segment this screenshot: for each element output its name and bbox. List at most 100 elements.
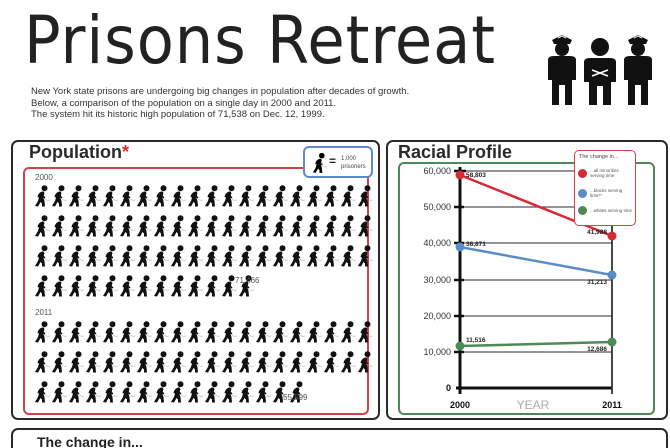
prisoner-figure-icon	[323, 245, 339, 267]
prisoner-figure-icon	[34, 321, 50, 343]
prisoner-figure-icon	[170, 275, 186, 297]
legend-item-blacks: ...blacks serving time**	[578, 188, 632, 198]
prisoner-figure-icon	[340, 321, 356, 343]
prisoner-figure-icon	[136, 215, 152, 237]
prisoner-figure-icon	[119, 275, 135, 297]
prisoner-figure-icon	[85, 185, 101, 207]
prisoner-figure-icon	[51, 351, 67, 373]
prisoner-figure-icon	[187, 185, 203, 207]
prisoner-figure-icon	[34, 381, 50, 403]
prisoner-figure-icon	[170, 321, 186, 343]
prisoner-figure-icon	[102, 321, 118, 343]
prisoner-figure-icon	[136, 185, 152, 207]
prisoner-figure-icon	[289, 215, 305, 237]
racial-legend: The change in... ...all minorities servi…	[574, 150, 636, 226]
svg-text:12,686: 12,686	[587, 346, 607, 353]
svg-text:11,516: 11,516	[466, 337, 486, 344]
prisoner-figure-icon	[170, 351, 186, 373]
prisoner-figure-icon	[238, 185, 254, 207]
line-chart: 60,000 50,000 40,000 30,000 20,000 10,00…	[423, 166, 621, 412]
prisoner-figure-icon	[102, 275, 118, 297]
svg-text:38,871: 38,871	[466, 241, 486, 248]
intro-line-2: Below, a comparison of the population on…	[31, 97, 337, 109]
prisoner-figure-icon	[187, 351, 203, 373]
prisoner-figure-icon	[255, 185, 271, 207]
prisoner-figure-icon	[136, 245, 152, 267]
prisoner-figure-icon	[136, 351, 152, 373]
prisoner-figure-icon	[272, 245, 288, 267]
prisoner-figure-icon	[153, 351, 169, 373]
prisoner-figure-icon	[85, 351, 101, 373]
prisoner-figure-icon	[85, 275, 101, 297]
prisoner-figure-icon	[312, 152, 327, 174]
prisoner-figure-icon	[153, 321, 169, 343]
prisoner-figure-icon	[238, 215, 254, 237]
prisoner-figure-icon	[51, 185, 67, 207]
prisoner-figure-icon	[102, 185, 118, 207]
prisoner-figure-icon	[51, 381, 67, 403]
population-legend: = 1,000 prisoners	[303, 146, 373, 178]
prisoner-figure-icon	[255, 245, 271, 267]
prisoner-figure-icon	[102, 351, 118, 373]
prisoner-figure-icon	[119, 381, 135, 403]
prisoner-figure-icon	[238, 321, 254, 343]
prisoner-figure-icon	[289, 185, 305, 207]
svg-text:2000: 2000	[450, 400, 470, 410]
racial-profile-panel: Racial Profile	[386, 140, 668, 420]
prisoner-figure-icon	[170, 381, 186, 403]
svg-text:50,000: 50,000	[423, 202, 451, 212]
legend-item-minorities: ...all minorities serving time	[578, 168, 632, 178]
population-panel: Population* 2000 71,466 2011 55,599 = 1,…	[11, 140, 380, 420]
prisoner-figure-icon	[170, 215, 186, 237]
prisoner-figure-icon	[357, 215, 373, 237]
svg-text:40,000: 40,000	[423, 238, 451, 248]
prisoner-figure-icon	[68, 245, 84, 267]
prisoner-figure-icon	[85, 215, 101, 237]
prisoner-figure-icon	[136, 381, 152, 403]
prisoner-figure-icon	[289, 321, 305, 343]
prisoner-figure-icon	[187, 321, 203, 343]
page-title: Prisons Retreat	[24, 2, 497, 79]
prisoner-figure-icon	[340, 245, 356, 267]
racial-profile-title: Racial Profile	[398, 142, 513, 162]
prisoner-figure-icon	[68, 381, 84, 403]
prisoner-figure-icon	[306, 185, 322, 207]
prisoner-figure-icon	[136, 275, 152, 297]
prisoner-figure-icon	[85, 381, 101, 403]
prisoner-figure-icon	[204, 245, 220, 267]
prisoner-figure-icon	[221, 185, 237, 207]
prisoner-figure-icon	[340, 215, 356, 237]
prisoner-figure-icon	[34, 351, 50, 373]
legend-dot-green	[578, 206, 587, 215]
prisoner-figure-icon	[340, 185, 356, 207]
count-2011: 55,599	[283, 393, 308, 402]
prisoner-figure-icon	[119, 215, 135, 237]
svg-text:30,000: 30,000	[423, 275, 451, 285]
prisoner-figure-icon	[221, 215, 237, 237]
year-label-2011: 2011	[35, 308, 53, 317]
prisoner-figure-icon	[68, 321, 84, 343]
prisoner-figure-icon	[238, 245, 254, 267]
svg-text:41,988: 41,988	[587, 229, 607, 236]
pictogram-row	[33, 185, 373, 207]
prisoner-figure-icon	[323, 215, 339, 237]
prisoner-figure-icon	[68, 185, 84, 207]
prisoner-figure-icon	[34, 275, 50, 297]
svg-text:10,000: 10,000	[423, 347, 451, 357]
intro-line-3: The system hit its historic high populat…	[31, 109, 325, 120]
prisoner-figure-icon	[119, 245, 135, 267]
prisoner-figure-icon	[272, 215, 288, 237]
prisoner-figure-icon	[187, 381, 203, 403]
prisoner-figure-icon	[357, 321, 373, 343]
prisoner-figure-icon	[85, 245, 101, 267]
pictogram-row	[33, 245, 373, 267]
population-title: Population*	[29, 142, 130, 162]
prisoner-figure-icon	[102, 245, 118, 267]
prisoner-figure-icon	[238, 351, 254, 373]
prisoner-figure-icon	[51, 215, 67, 237]
prisoner-figure-icon	[51, 245, 67, 267]
prisoner-figure-icon	[340, 351, 356, 373]
prisoner-figure-icon	[323, 321, 339, 343]
prisoner-figure-icon	[238, 381, 254, 403]
intro-text: New York state prisons are undergoing bi…	[31, 86, 409, 121]
